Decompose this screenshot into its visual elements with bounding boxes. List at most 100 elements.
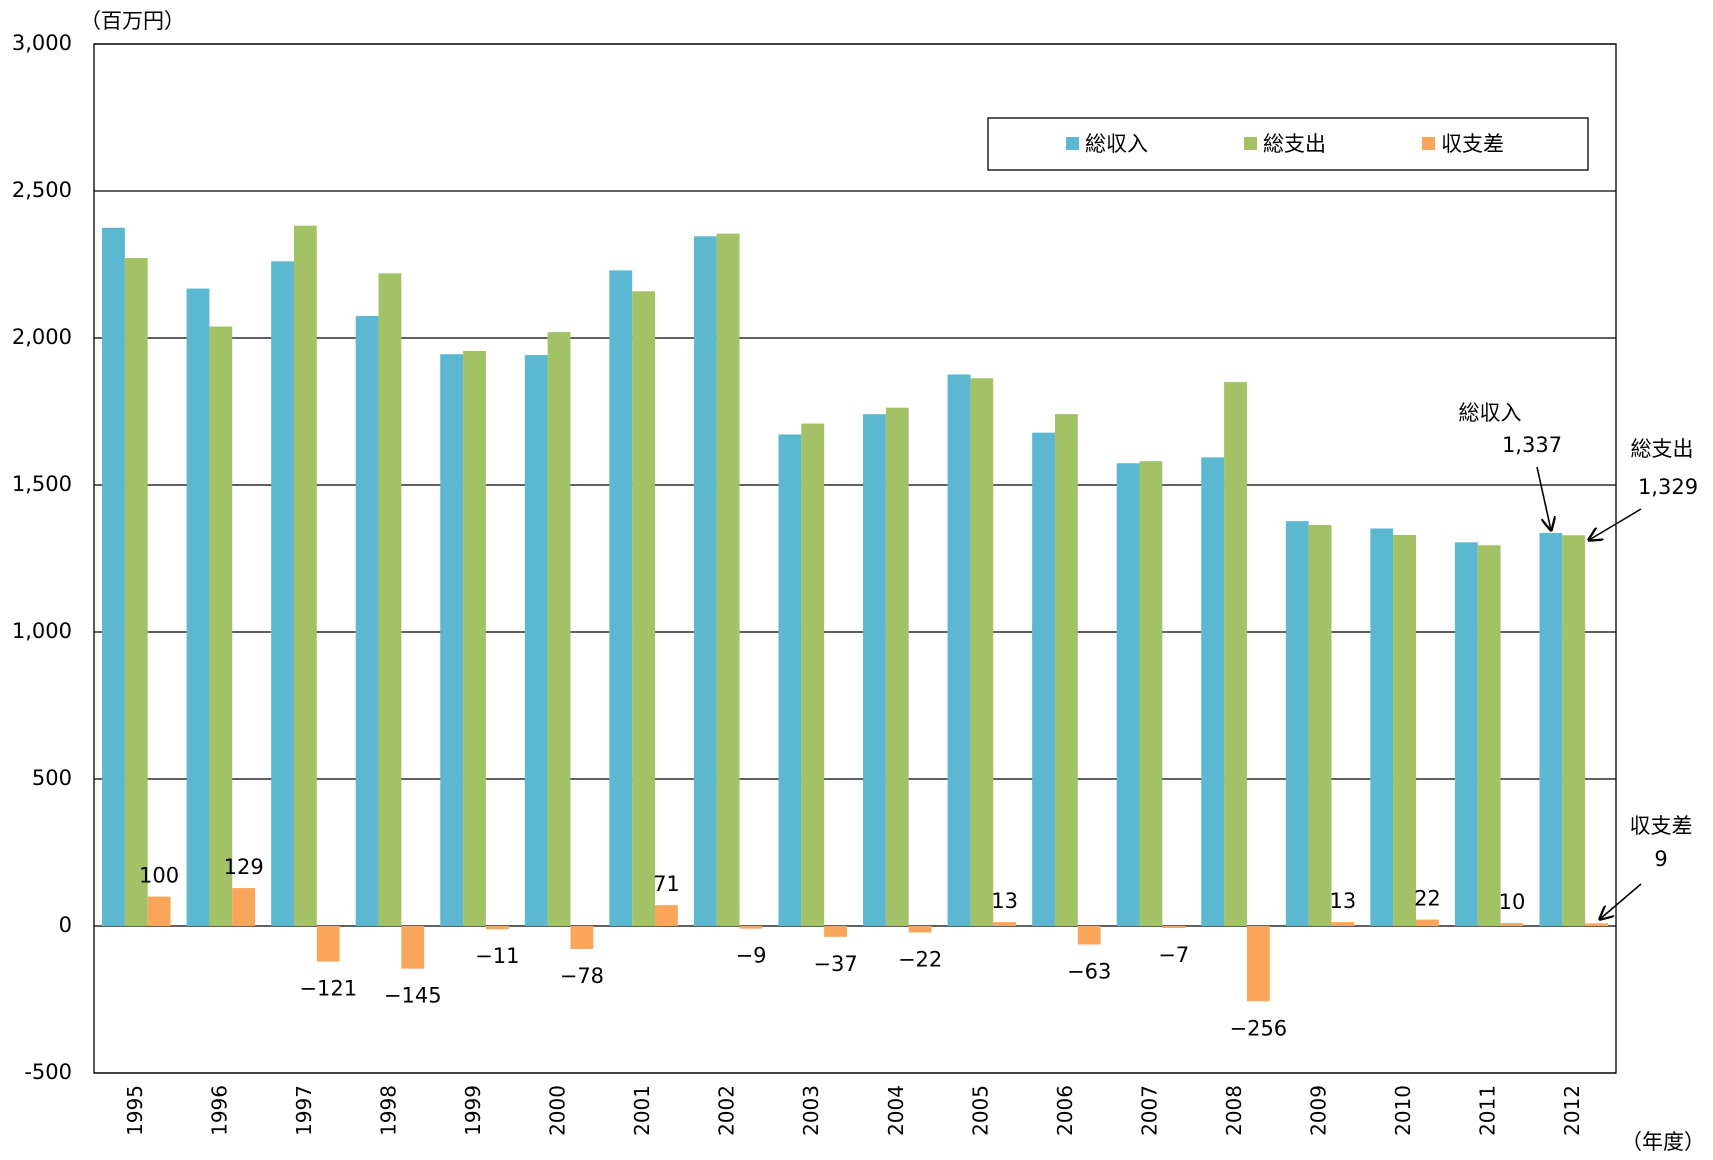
data-label: 129 xyxy=(224,855,264,879)
data-label: 22 xyxy=(1414,887,1441,911)
annotation-arrow xyxy=(1600,883,1642,919)
annotation-label: 1,329 xyxy=(1638,475,1698,499)
legend-swatch xyxy=(1244,137,1257,150)
bar xyxy=(1393,534,1417,926)
x-tick-label: 2009 xyxy=(1307,1085,1331,1136)
bar xyxy=(1054,414,1078,926)
annotation-label: 9 xyxy=(1654,847,1667,871)
annotation-label: 1,337 xyxy=(1502,433,1562,457)
bar xyxy=(739,926,763,929)
y-tick-label: 0 xyxy=(59,913,72,937)
bar xyxy=(1370,528,1394,926)
bar xyxy=(1539,532,1563,926)
bar xyxy=(885,407,909,927)
x-tick-label: 2006 xyxy=(1053,1085,1077,1136)
y-tick-label: 1,500 xyxy=(12,472,72,496)
annotation-text: 総支出 xyxy=(1631,437,1694,461)
annotation-arrow xyxy=(1589,508,1642,540)
x-tick-label: 2000 xyxy=(546,1085,570,1136)
annotation-text: 収支差 xyxy=(1630,814,1693,838)
bar xyxy=(102,227,125,926)
y-unit-label: （百万円） xyxy=(80,9,185,33)
bar xyxy=(1077,926,1101,945)
bar xyxy=(1285,521,1309,926)
bar xyxy=(993,922,1017,926)
y-tick-label: 500 xyxy=(32,766,72,790)
annotation-arrow xyxy=(1536,466,1551,530)
y-tick-label: -500 xyxy=(24,1060,72,1084)
data-label: −9 xyxy=(736,944,767,968)
bar xyxy=(655,905,678,926)
y-tick-label: 3,000 xyxy=(12,31,72,55)
bar xyxy=(463,350,486,926)
x-tick-label: 1996 xyxy=(207,1085,231,1136)
x-tick-label: 2012 xyxy=(1560,1085,1584,1136)
bar xyxy=(271,261,294,926)
bar xyxy=(1477,545,1501,926)
data-label: −37 xyxy=(813,952,857,976)
bar xyxy=(908,926,932,933)
data-label: 71 xyxy=(653,872,680,896)
bar xyxy=(693,236,717,926)
bar xyxy=(186,288,210,926)
data-label: −78 xyxy=(560,964,604,988)
bar xyxy=(547,332,571,926)
data-label: −121 xyxy=(299,977,357,1001)
legend-label: 総収入 xyxy=(1085,132,1148,156)
x-tick-label: 2002 xyxy=(715,1085,739,1136)
data-label: 100 xyxy=(139,864,179,888)
legend-label: 総支出 xyxy=(1263,132,1326,156)
bar xyxy=(1585,923,1608,926)
bar xyxy=(316,926,340,962)
data-label: 10 xyxy=(1499,890,1526,914)
bar xyxy=(1201,457,1225,926)
y-tick-label: 2,000 xyxy=(12,325,72,349)
x-tick-label: 2004 xyxy=(884,1085,908,1136)
bar xyxy=(293,225,317,926)
x-unit-label: （年度） xyxy=(1621,1130,1705,1154)
bar xyxy=(824,926,847,937)
legend-box xyxy=(987,117,1589,171)
bar xyxy=(1454,542,1478,926)
bar xyxy=(632,291,656,926)
bar xyxy=(570,926,594,949)
bar xyxy=(1331,922,1355,926)
bar xyxy=(778,434,802,926)
bar xyxy=(355,315,379,926)
x-tick-label: 1995 xyxy=(123,1085,147,1136)
x-tick-label: 2005 xyxy=(968,1085,992,1136)
bar xyxy=(1116,463,1140,926)
y-tick-label: 1,000 xyxy=(12,619,72,643)
bar xyxy=(1562,535,1586,926)
x-tick-label: 2008 xyxy=(1222,1085,1246,1136)
data-label: −63 xyxy=(1067,960,1111,984)
bar xyxy=(524,355,548,926)
x-tick-label: 2011 xyxy=(1476,1085,1500,1136)
x-tick-label: 2007 xyxy=(1137,1085,1161,1136)
bar xyxy=(440,354,464,926)
bar xyxy=(1500,923,1524,926)
data-label: 13 xyxy=(991,889,1018,913)
data-label: −256 xyxy=(1229,1016,1287,1040)
bar xyxy=(485,926,509,930)
bar xyxy=(378,273,402,926)
bar xyxy=(124,258,148,927)
bar xyxy=(147,896,171,926)
bar xyxy=(970,378,994,926)
bar xyxy=(801,423,825,926)
data-label: −22 xyxy=(898,947,942,971)
bar xyxy=(947,374,971,926)
data-label: −11 xyxy=(475,944,519,968)
bar xyxy=(1246,926,1270,1002)
bar xyxy=(1416,919,1439,926)
x-tick-label: 1998 xyxy=(376,1085,400,1136)
bar xyxy=(863,414,886,926)
data-label: −7 xyxy=(1158,943,1189,967)
bar xyxy=(209,326,233,926)
bar xyxy=(1162,926,1186,929)
bar xyxy=(232,888,256,926)
bar xyxy=(609,270,633,926)
bar xyxy=(1032,432,1055,926)
bar xyxy=(401,926,425,969)
